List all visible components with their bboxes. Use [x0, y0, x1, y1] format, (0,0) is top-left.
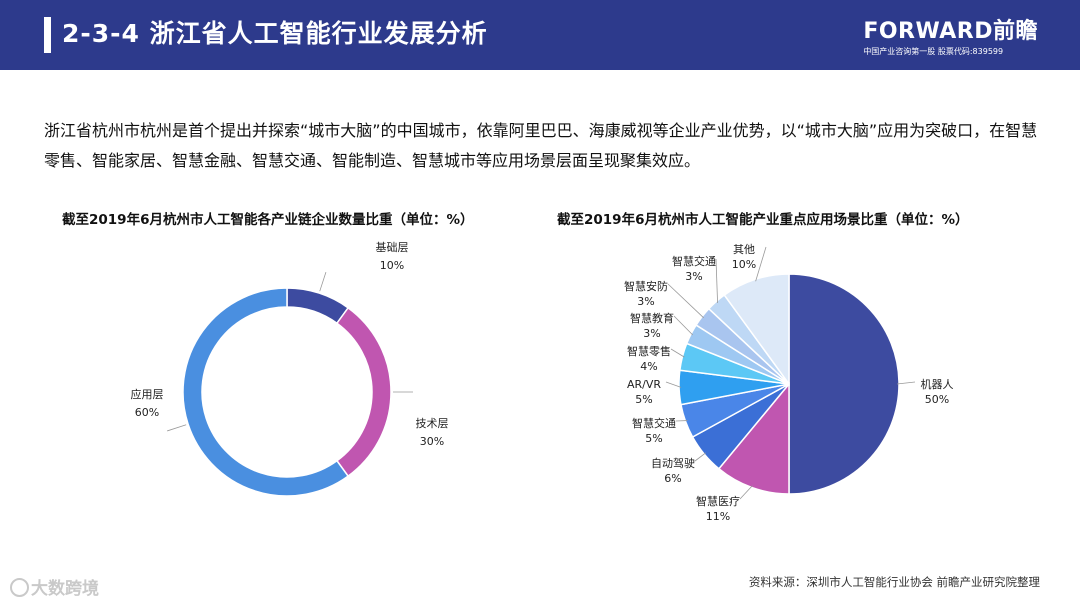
pie-leader-0	[896, 381, 916, 385]
donut-value-label-0: 10%	[380, 259, 404, 272]
donut-leader-0	[319, 272, 327, 292]
brand-name: FORWARD前瞻	[863, 19, 1038, 44]
pie-leader-8	[715, 258, 718, 304]
pie-category-label-4: AR/VR	[627, 378, 661, 391]
pie-slice-9	[723, 273, 790, 387]
pie-value-label-0: 50%	[925, 393, 949, 406]
pie-category-label-1: 智慧医疗	[696, 494, 740, 508]
pie-slice-0	[788, 273, 900, 495]
pie-category-label-6: 智慧教育	[630, 311, 674, 325]
donut-slice-2	[182, 287, 350, 497]
pie-leader-5	[670, 348, 685, 358]
pie-category-label-9: 其他	[733, 243, 755, 256]
watermark: 大数跨境	[10, 574, 99, 599]
pie-value-label-4: 5%	[635, 393, 652, 406]
page-title: 2-3-4 浙江省人工智能行业发展分析	[62, 19, 488, 48]
pie-value-label-6: 3%	[643, 327, 660, 340]
pie-value-label-2: 6%	[664, 472, 681, 485]
pie-value-label-8: 3%	[685, 270, 702, 283]
pie-category-label-0: 机器人	[921, 377, 954, 391]
donut-value-label-2: 60%	[135, 406, 159, 419]
title-accent	[44, 17, 51, 53]
pie-category-label-7: 智慧安防	[624, 279, 668, 293]
brand-subtitle: 中国产业咨询第一股 股票代码:839599	[863, 47, 1004, 56]
pie-chart-title: 截至2019年6月杭州市人工智能产业重点应用场景比重（单位：%）	[557, 212, 969, 228]
pie-leader-6	[673, 315, 694, 336]
donut-leader-2	[167, 424, 187, 432]
pie-category-label-5: 智慧零售	[627, 344, 671, 358]
pie-category-label-2: 自动驾驶	[651, 456, 695, 470]
donut-slice-0	[286, 287, 350, 325]
donut-chart-title: 截至2019年6月杭州市人工智能各产业链企业数量比重（单位：%）	[62, 212, 474, 228]
pie-slice-1	[717, 381, 790, 495]
pie-leader-4	[665, 381, 682, 388]
intro-paragraph: 浙江省杭州市杭州是首个提出并探索“城市大脑”的中国城市，依靠阿里巴巴、海康威视等…	[44, 121, 1038, 170]
donut-category-label-2: 应用层	[131, 387, 164, 401]
pie-leader-7	[667, 283, 704, 319]
brand-logo: FORWARD前瞻 中国产业咨询第一股 股票代码:839599	[863, 13, 1038, 57]
watermark-logo-icon	[10, 578, 29, 597]
donut-category-label-0: 基础层	[376, 241, 409, 254]
pie-value-label-3: 5%	[645, 432, 662, 445]
pie-value-label-7: 3%	[637, 295, 654, 308]
pie-leader-1	[739, 485, 753, 500]
pie-leader-2	[694, 452, 707, 462]
header-bar: 2-3-4 浙江省人工智能行业发展分析 FORWARD前瞻 中国产业咨询第一股 …	[0, 0, 1080, 70]
donut-category-label-1: 技术层	[416, 417, 449, 430]
pie-category-label-8: 智慧交通	[672, 254, 716, 268]
donut-slice-1	[335, 306, 392, 478]
source-note: 资料来源：深圳市人工智能行业协会 前瞻产业研究院整理	[748, 575, 1040, 589]
pie-value-label-1: 11%	[706, 510, 730, 523]
pie-leader-9	[755, 246, 767, 282]
pie-category-label-3: 智慧交通	[632, 416, 676, 430]
donut-value-label-1: 30%	[420, 435, 444, 448]
watermark-text: 大数跨境	[31, 579, 99, 599]
pie-value-label-9: 10%	[732, 258, 756, 271]
pie-value-label-5: 4%	[640, 360, 657, 373]
